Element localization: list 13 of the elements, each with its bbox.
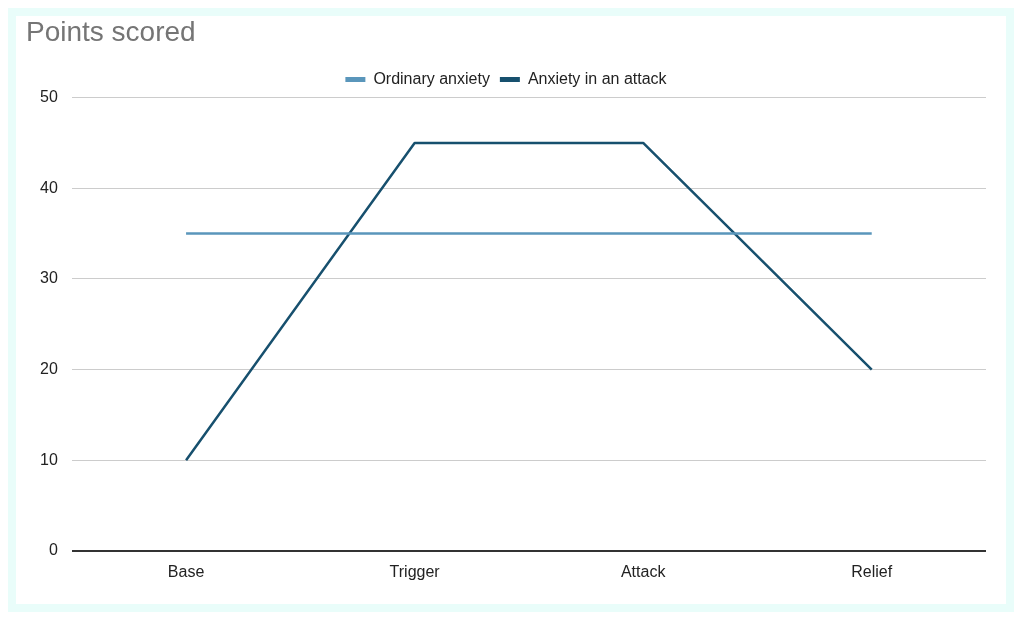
- y-tick-label: 50: [40, 88, 58, 106]
- y-tick-label: 30: [40, 269, 58, 287]
- x-tick-label: Trigger: [389, 562, 441, 580]
- x-tick-label: Attack: [620, 562, 667, 580]
- chart-title: Points scored: [26, 15, 196, 47]
- legend-label: Ordinary anxiety: [373, 70, 490, 88]
- y-tick-label: 20: [40, 359, 58, 377]
- x-tick-label: Base: [167, 562, 205, 580]
- legend-label: Anxiety in an attack: [527, 70, 668, 88]
- y-tick-label: 10: [40, 450, 58, 468]
- y-tick-label: 40: [40, 178, 58, 196]
- x-tick-label: Relief: [851, 562, 893, 580]
- y-tick-label: 0: [48, 541, 58, 559]
